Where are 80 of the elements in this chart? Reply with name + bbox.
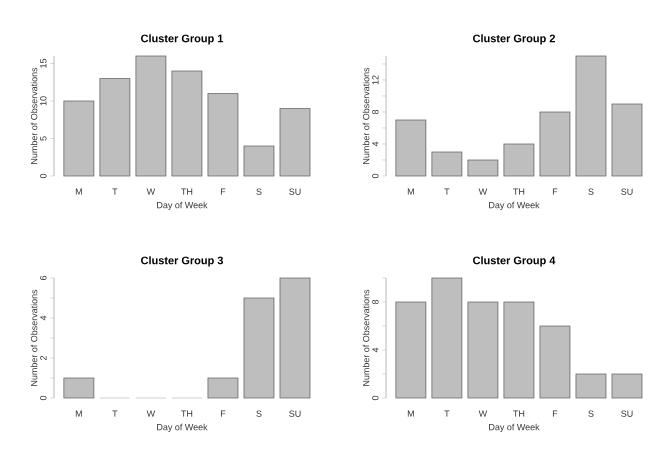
x-tick-label: TH [181,410,192,417]
bar [468,302,498,398]
bar [395,120,426,176]
x-tick-label: W [478,188,488,195]
y-axis-title: Number of Observations [362,290,370,386]
y-tick-label: 0 [372,396,378,400]
bar [504,302,534,398]
y-tick-label: 8 [372,110,378,114]
x-axis-title: Day of Week [489,424,540,432]
x-tick-label: F [220,188,226,195]
bar [63,378,94,398]
bar [244,298,274,398]
chart-title: Cluster Group 4 [473,256,556,266]
y-tick-label: 12 [372,75,378,84]
bar [504,144,534,176]
x-tick-label: TH [513,188,524,195]
x-tick-label: M [408,410,414,417]
bar [612,374,642,398]
chart-title: Cluster Group 2 [473,34,555,44]
x-tick-label: T [444,188,450,195]
bar [63,100,94,176]
x-tick-label: W [146,188,156,195]
bar [172,70,202,176]
x-tick-label: F [220,410,226,417]
bar [280,278,310,398]
x-tick-label: SU [621,188,633,195]
x-tick-label: SU [289,410,301,417]
bar [99,78,130,176]
y-tick-label: 0 [40,174,46,178]
y-axis-title: Number of Observations [30,290,38,386]
bar [540,326,570,398]
y-tick-label: 8 [372,300,378,304]
y-tick-label: 4 [372,142,378,146]
x-tick-label: T [112,188,118,195]
bar [612,104,642,176]
x-tick-label: W [478,410,488,417]
bar [540,112,570,176]
x-tick-label: F [552,188,558,195]
bar [431,152,462,176]
bar [244,146,274,176]
x-tick-label: M [76,410,82,417]
x-tick-label: TH [181,188,192,195]
bar [468,160,498,176]
y-tick-label: 0 [372,174,378,178]
bar [280,108,310,176]
y-tick-label: 4 [40,316,46,320]
bar [576,374,606,398]
y-tick-label: 6 [40,276,46,280]
x-tick-label: M [408,188,414,195]
bar [576,56,606,176]
x-tick-label: M [76,188,82,195]
x-tick-label: SU [621,410,633,417]
x-tick-label: W [146,410,156,417]
y-tick-label: 2 [40,356,46,360]
x-tick-label: SU [289,188,301,195]
bar [208,378,238,398]
x-tick-label: F [552,410,558,417]
bar [208,93,238,176]
x-axis-title: Day of Week [157,202,208,210]
y-tick-label: 5 [40,136,46,141]
x-tick-label: S [256,410,262,417]
y-tick-label: 15 [40,58,46,68]
x-tick-label: S [588,188,594,195]
y-tick-label: 0 [40,396,46,400]
x-axis-title: Day of Week [157,424,208,432]
y-tick-label: 4 [372,348,378,352]
x-tick-label: T [112,410,118,417]
y-tick-label: 10 [40,96,46,106]
bar [395,302,426,398]
bar [431,278,462,398]
x-tick-label: TH [513,410,524,417]
x-tick-label: T [444,410,450,417]
chart-title: Cluster Group 1 [141,34,224,44]
bar [136,56,166,176]
x-tick-label: S [588,410,594,417]
chart-title: Cluster Group 3 [141,256,224,266]
y-axis-title: Number of Observations [30,68,38,164]
y-axis-title: Number of Observations [362,68,370,164]
x-axis-title: Day of Week [489,202,540,210]
x-tick-label: S [256,188,262,195]
